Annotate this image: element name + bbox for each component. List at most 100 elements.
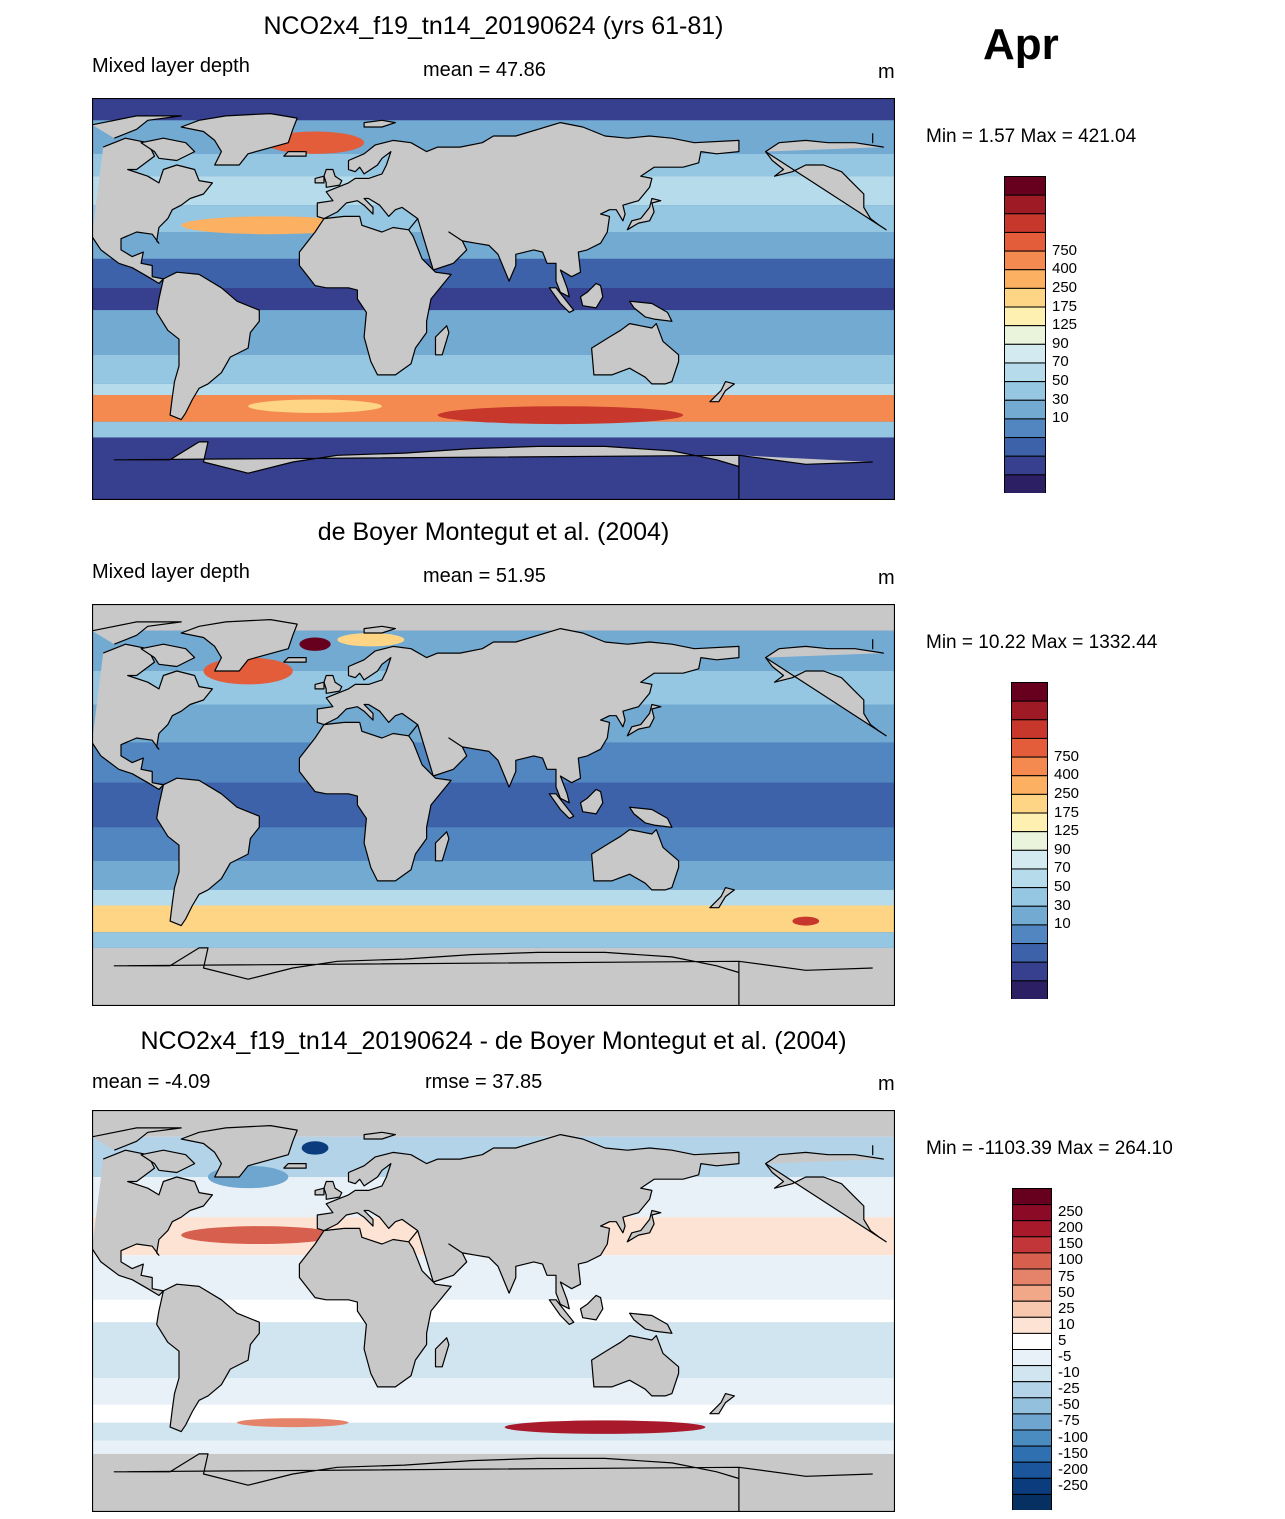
land-antarctica — [113, 441, 873, 500]
land-iceland — [283, 151, 307, 157]
colorbar-swatch — [1004, 381, 1046, 401]
colorbar-swatch — [1012, 1220, 1052, 1238]
colorbar-tick-label: -250 — [1058, 1476, 1089, 1494]
land-svalbard — [363, 625, 396, 634]
colorbar-tick-label: -100 — [1058, 1428, 1089, 1446]
panel-3-colorbar: 250 200 150 100 75 50 25 10 5 -5 -10 -25 -50 -75 -100-… — [1012, 1188, 1088, 1510]
colorbar-tick-label: -200 — [1058, 1460, 1089, 1478]
colorbar-swatch — [1011, 737, 1048, 758]
colorbar-swatch — [1011, 682, 1048, 702]
panel-2-title: de Boyer Montegut et al. (2004) — [317, 518, 670, 546]
land-greenland — [180, 1125, 298, 1178]
colorbar-swatch — [1004, 455, 1046, 476]
mld-band — [92, 932, 895, 948]
panel-2-units-label: m — [878, 567, 895, 589]
land-uk — [323, 1180, 343, 1200]
colorbar-swatch — [1012, 1316, 1052, 1334]
mld-anomaly — [504, 1420, 706, 1434]
colorbar-swatch — [1004, 343, 1046, 364]
colorbar-swatch — [1011, 719, 1048, 739]
colorbar-tick-label: 750 — [1052, 241, 1078, 259]
colorbar-swatch — [1012, 1365, 1052, 1383]
panel-1-map — [92, 98, 895, 500]
land-south-america — [156, 271, 260, 421]
land-new-guinea — [629, 806, 673, 828]
land-borneo — [579, 788, 604, 815]
colorbar-swatch — [1004, 213, 1046, 233]
colorbar-tick-label: -25 — [1058, 1380, 1080, 1398]
land-new-guinea — [629, 300, 673, 322]
colorbar-tick-label: 70 — [1052, 353, 1069, 371]
colorbar-swatch — [1011, 905, 1048, 926]
colorbar-swatch — [1004, 231, 1046, 252]
panel-3-units-label: m — [878, 1073, 895, 1095]
colorbar-tick-label: 30 — [1052, 390, 1069, 408]
land-baffin — [140, 643, 196, 668]
colorbar-swatch — [1011, 775, 1048, 795]
colorbar-tick-label: 125 — [1052, 316, 1078, 334]
colorbar-swatch — [1012, 1397, 1052, 1415]
land-australia — [591, 829, 680, 891]
colorbar-swatch — [1011, 961, 1048, 982]
colorbar-swatch — [1004, 194, 1046, 215]
land-greenland — [180, 619, 298, 672]
land-uk — [323, 168, 343, 188]
colorbar-tick-label: 125 — [1054, 822, 1080, 840]
colorbar-swatch — [1012, 1477, 1052, 1495]
land-ireland — [314, 681, 325, 690]
mld-anomaly — [181, 1226, 338, 1244]
colorbar-tick-label: 5 — [1058, 1331, 1067, 1349]
colorbar-tick-label: 250 — [1052, 278, 1078, 296]
land-sumatra — [548, 287, 575, 313]
land-new-guinea — [629, 1312, 673, 1334]
land-new-zealand — [709, 381, 735, 403]
land-arctic-isles — [92, 1127, 874, 1156]
colorbar-swatch — [1012, 1445, 1052, 1463]
land-baffin — [140, 137, 196, 162]
colorbar-tick-label: 50 — [1052, 372, 1069, 390]
colorbar-swatch — [1012, 1268, 1052, 1286]
land-svalbard — [363, 119, 396, 128]
mld-band — [92, 258, 895, 288]
colorbar-swatch — [1011, 924, 1048, 945]
mld-band — [92, 383, 895, 396]
land-iceland — [283, 1163, 307, 1169]
land-madagascar — [434, 1337, 450, 1368]
land-borneo — [579, 1294, 604, 1321]
colorbar-tick-label: 75 — [1058, 1267, 1075, 1285]
land-madagascar — [434, 831, 450, 862]
colorbar-tick-label: 150 — [1058, 1235, 1084, 1253]
land-ireland — [314, 1187, 325, 1196]
colorbar-tick-label: 250 — [1058, 1203, 1084, 1221]
colorbar-swatch — [1004, 306, 1046, 327]
mld-band — [92, 1422, 895, 1441]
mld-band — [92, 1440, 895, 1454]
colorbar-swatch — [1004, 474, 1046, 493]
colorbar-tick-label: 90 — [1054, 840, 1071, 858]
land-arctic-isles — [92, 621, 874, 650]
panel-1-units-label: m — [878, 61, 895, 83]
land-svalbard — [363, 1131, 396, 1140]
colorbar-swatch — [1004, 325, 1046, 345]
land-japan — [626, 1209, 662, 1243]
colorbar-swatch — [1012, 1493, 1052, 1510]
colorbar-tick-label: 50 — [1054, 878, 1071, 896]
colorbar-swatch — [1012, 1429, 1052, 1447]
colorbar-tick-label: 175 — [1054, 803, 1080, 821]
mld-anomaly — [181, 216, 360, 235]
colorbar-swatch — [1012, 1381, 1052, 1399]
mld-anomaly — [236, 1418, 349, 1428]
colorbar-swatch — [1011, 831, 1048, 851]
land-africa-eurasia — [298, 122, 740, 376]
land-sumatra — [548, 1299, 575, 1325]
land-japan — [626, 197, 662, 231]
colorbar-swatch — [1004, 418, 1046, 439]
panel-1-mean-label: mean = 47.86 — [423, 59, 546, 81]
colorbar-swatch — [1012, 1349, 1052, 1367]
colorbar-tick-label: -10 — [1058, 1364, 1080, 1382]
colorbar-tick-label: -50 — [1058, 1396, 1080, 1414]
panel-1-colorbar: 750 400 250 175 125 90 70 50 30 10 — [1004, 176, 1077, 493]
panel-3-title: NCO2x4_f19_tn14_20190624 - de Boyer Mont… — [140, 1027, 847, 1055]
colorbar-swatch — [1011, 887, 1048, 907]
colorbar-tick-label: 70 — [1054, 859, 1071, 877]
